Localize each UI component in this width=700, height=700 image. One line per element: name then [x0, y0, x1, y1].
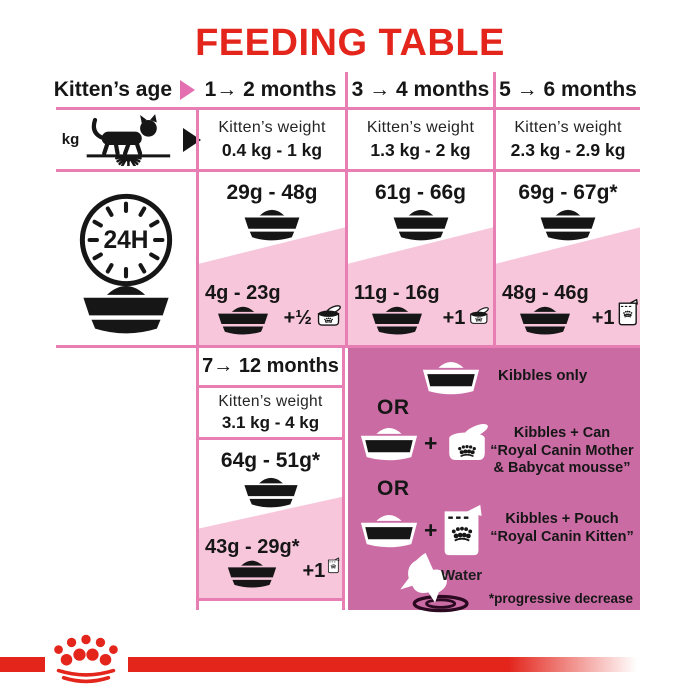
- cat-drinking-water-icon: [400, 552, 469, 613]
- kibbles-only-group: 61g - 66g: [348, 172, 493, 242]
- kibbles-amount: 61g - 66g: [374, 181, 467, 204]
- column-7-12-months: 7→ 12 months Kitten’s weight 3.1 kg - 4 …: [196, 348, 345, 610]
- clock-24h-label: 24H: [103, 227, 148, 254]
- kibbles-only-label: Kibbles only: [498, 367, 588, 384]
- feeding-cell-7-12-months: 64g - 51g* 43g - 29g* +1: [199, 440, 342, 601]
- kibbles-pouch-line: “Royal Canin Kitten”: [490, 528, 634, 545]
- age-header-5-6-months: 5 → 6 months: [493, 72, 640, 110]
- kibbles-only-group: 64g - 51g*: [199, 440, 342, 509]
- kittens-weight-label: Kitten’s weight: [218, 392, 323, 410]
- legend-panel: Kibbles only OR + Kibbles + Can “Royal C…: [348, 348, 640, 613]
- red-bar-left: [0, 657, 45, 672]
- divider-line: [56, 345, 640, 348]
- kibbles-only-group: 29g - 48g: [199, 172, 345, 242]
- feeding-cell-1-2-months: 29g - 48g 4g - 23g +½: [196, 172, 345, 345]
- pouch-icon: [441, 503, 483, 558]
- plus-amount: +½: [283, 307, 312, 329]
- kittens-age-label: Kitten’s age: [53, 77, 172, 101]
- bowl-icon: [369, 305, 425, 336]
- feeding-cell-3-4-months: 61g - 66g 11g - 16g +1: [345, 172, 493, 345]
- weight-range: 2.3 kg - 2.9 kg: [510, 139, 626, 160]
- 24h-clock-icon: 24H: [79, 193, 173, 287]
- or-label: OR: [377, 477, 410, 500]
- kibbles-amount: 29g - 48g: [226, 181, 318, 204]
- bowl-icon: [241, 208, 303, 242]
- mixed-kibbles-amount: 43g - 29g*: [205, 536, 300, 558]
- daily-ration-label-cell: 24H: [56, 172, 196, 345]
- pouch-icon: [617, 289, 638, 336]
- royal-canin-crown-logo: [54, 634, 118, 684]
- age-header-7-12-months: 7→ 12 months: [199, 348, 342, 388]
- feeding-table-top: Kitten’s age 1→ 2 months 3 → 4 months 5 …: [53, 72, 640, 345]
- kibbles-can-line: “Royal Canin Mother: [490, 442, 634, 459]
- legend-kibbles-can-icons: +: [358, 422, 493, 464]
- kittens-weight-label: Kitten’s weight: [514, 118, 622, 136]
- kibbles-only-group: 69g - 67g*: [496, 172, 640, 242]
- kibbles-pouch-line: Kibbles + Pouch: [505, 511, 619, 527]
- weight-cell-5-6-months: Kitten’s weight 2.3 kg - 2.9 kg: [493, 110, 640, 172]
- bowl-icon: [517, 305, 573, 336]
- can-icon: [314, 296, 343, 336]
- legend-kibbles-only: Kibbles only: [420, 360, 587, 395]
- plus-sign: +: [424, 517, 438, 543]
- plus-sign: +: [424, 429, 438, 456]
- weight-range: 1.3 kg - 2 kg: [370, 139, 471, 160]
- mixed-kibbles-amount: 48g - 46g: [502, 282, 589, 304]
- mixed-feeding-group: 43g - 29g* +1: [205, 536, 340, 589]
- weight-cell-3-4-months: Kitten’s weight 1.3 kg - 2 kg: [345, 110, 493, 172]
- legend-kibbles-can-text: Kibbles + Can “Royal Canin Mother & Baby…: [486, 425, 638, 478]
- legend-kibbles-pouch-text: Kibbles + Pouch “Royal Canin Kitten”: [486, 511, 638, 546]
- weight-cell-1-2-months: Kitten’s weight 0.4 kg - 1 kg: [196, 110, 345, 172]
- kibbles-amount: 69g - 67g*: [518, 181, 618, 204]
- age-header-3-4-months: 3 → 4 months: [345, 72, 493, 110]
- bowl-icon: [420, 360, 482, 395]
- bowl-icon: [241, 476, 301, 509]
- cat-scale-icon: [86, 113, 171, 166]
- progressive-decrease-footnote: *progressive decrease: [488, 591, 633, 606]
- bowl-icon: [79, 283, 173, 336]
- mixed-feeding-group: 48g - 46g +1: [502, 282, 638, 336]
- pink-arrow-icon: [180, 79, 195, 100]
- plus-amount: +1: [302, 560, 326, 582]
- weight-range: 3.1 kg - 4 kg: [221, 412, 320, 432]
- legend-kibbles-pouch-icons: +: [358, 503, 483, 558]
- bowl-icon: [358, 426, 420, 461]
- weight-cell-7-12-months: Kitten’s weight 3.1 kg - 4 kg: [199, 388, 342, 440]
- pouch-icon: [327, 542, 340, 589]
- red-bar-right: [128, 657, 642, 672]
- bowl-icon: [225, 559, 279, 589]
- kittens-weight-label: Kitten’s weight: [218, 118, 326, 136]
- bowl-icon: [215, 305, 271, 336]
- plus-amount: +1: [442, 307, 466, 329]
- bowl-icon: [537, 208, 599, 242]
- mixed-feeding-group: 11g - 16g +1: [354, 282, 491, 336]
- kittens-weight-label: Kitten’s weight: [366, 118, 475, 136]
- mixed-kibbles-amount: 11g - 16g: [354, 282, 440, 304]
- kibbles-can-line: Kibbles + Can: [513, 425, 611, 441]
- kg-unit-label: kg: [61, 131, 80, 148]
- bowl-icon: [390, 208, 452, 242]
- page-title: FEEDING TABLE: [195, 22, 505, 64]
- weight-row-label-cell: kg: [56, 110, 201, 172]
- bowl-icon: [358, 513, 420, 548]
- age-row-header-cell: Kitten’s age: [53, 72, 196, 110]
- or-label: OR: [377, 396, 410, 419]
- water-label: Water: [441, 567, 483, 584]
- kibbles-can-line: & Babycat mousse”: [493, 460, 631, 477]
- can-icon: [467, 296, 491, 336]
- kibbles-amount: 64g - 51g*: [220, 449, 321, 472]
- mixed-feeding-group: 4g - 23g +½: [205, 282, 343, 336]
- weight-range: 0.4 kg - 1 kg: [221, 139, 323, 160]
- feeding-cell-5-6-months: 69g - 67g* 48g - 46g +1: [493, 172, 640, 345]
- mixed-kibbles-amount: 4g - 23g: [205, 282, 281, 304]
- age-header-1-2-months: 1→ 2 months: [196, 72, 345, 110]
- plus-amount: +1: [591, 307, 615, 329]
